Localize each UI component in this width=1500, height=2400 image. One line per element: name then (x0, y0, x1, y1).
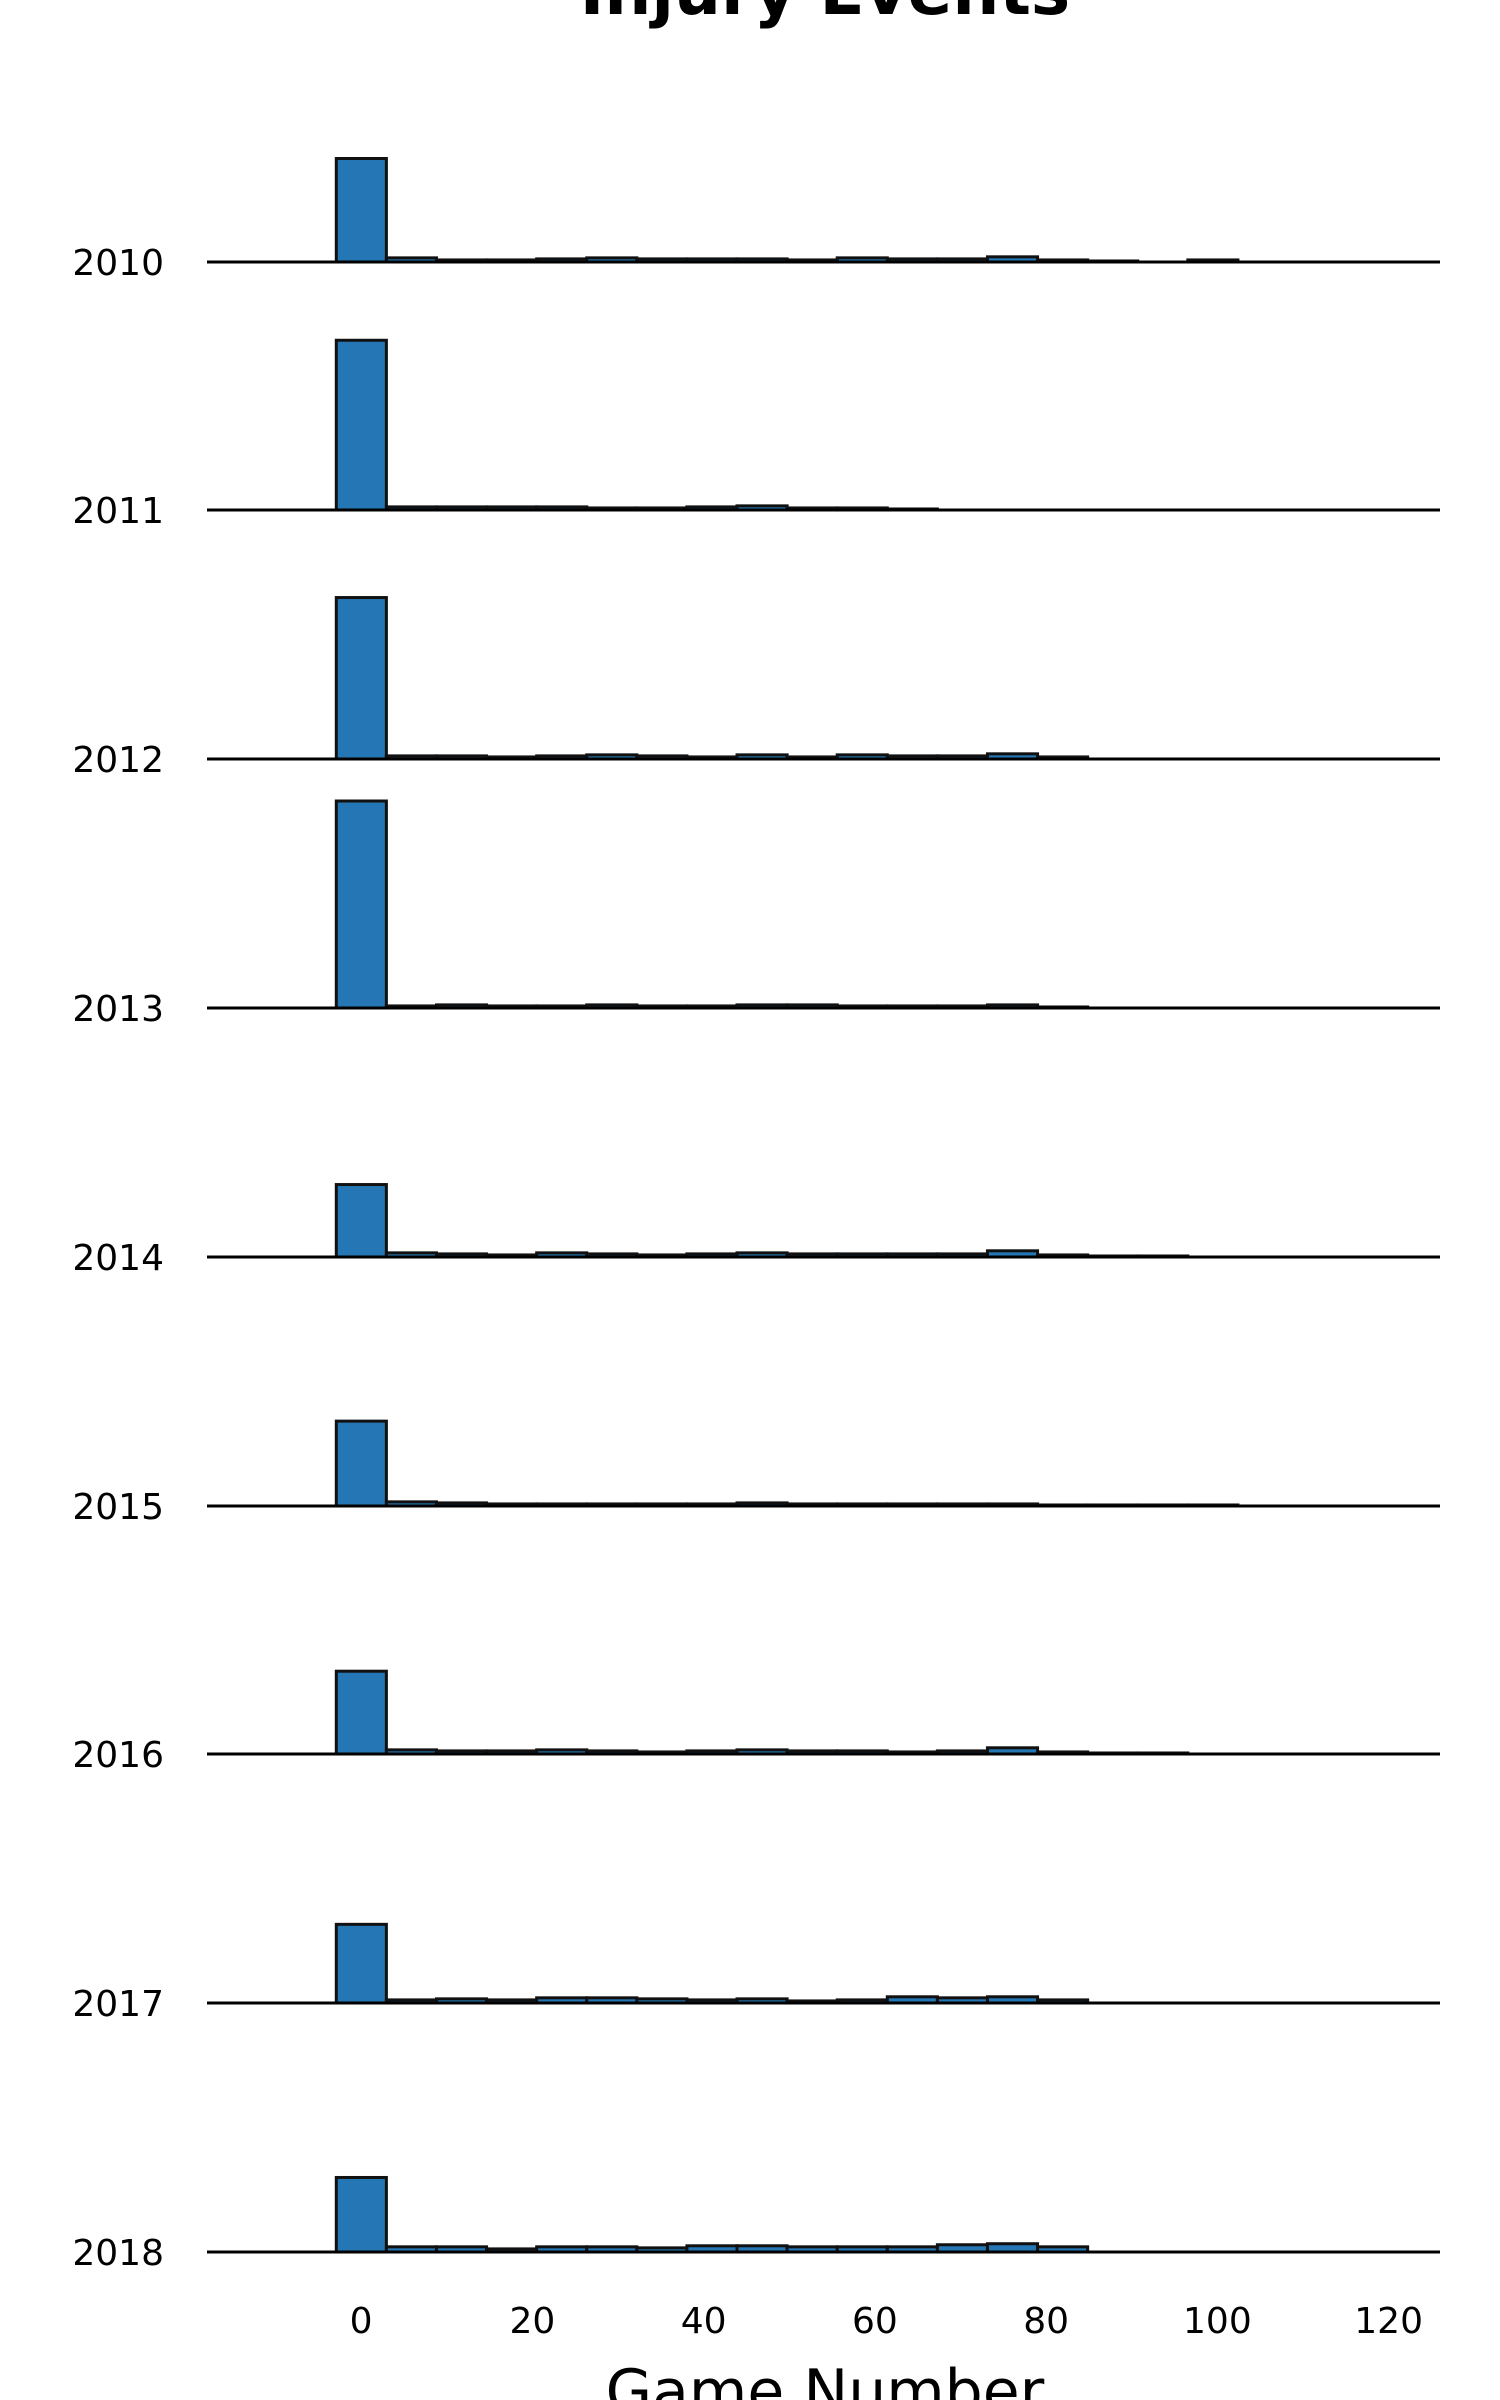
x-tick-label: 0 (350, 2301, 373, 2342)
chart-title: Injury Events (580, 0, 1070, 30)
bar (334, 1183, 388, 1259)
x-tick-label: 100 (1183, 2301, 1252, 2342)
x-tick-label: 120 (1354, 2301, 1423, 2342)
x-tick-label: 60 (852, 2301, 898, 2342)
bar (334, 799, 388, 1010)
histogram-row-2012: 2012 (72, 596, 1440, 781)
bar (334, 1419, 388, 1508)
histogram-rows: 2010 2011 2012 2013 2014 2015 2016 2017 2018 (72, 157, 1440, 2274)
bar (334, 157, 388, 264)
row-label: 2016 (72, 1735, 164, 1776)
row-label: 2012 (72, 740, 164, 781)
x-tick-label: 40 (681, 2301, 727, 2342)
bar (334, 1669, 388, 1756)
histogram-row-2013: 2013 (72, 799, 1440, 1030)
x-axis: 0 20 40 60 80 100 120 (350, 2301, 1423, 2342)
row-label: 2015 (72, 1487, 164, 1528)
row-label: 2018 (72, 2233, 164, 2274)
row-label: 2010 (72, 243, 164, 284)
histogram-row-2017: 2017 (72, 1922, 1440, 2025)
histogram-row-2016: 2016 (72, 1669, 1440, 1776)
bar (334, 596, 388, 761)
histogram-row-2011: 2011 (72, 338, 1440, 532)
x-tick-label: 20 (509, 2301, 555, 2342)
x-axis-label: Game Number (606, 2357, 1045, 2400)
row-label: 2014 (72, 1238, 164, 1279)
bar (334, 2175, 388, 2254)
row-label: 2017 (72, 1984, 164, 2025)
histogram-row-2014: 2014 (72, 1183, 1440, 1279)
histogram-row-2010: 2010 (72, 157, 1440, 284)
row-label: 2013 (72, 989, 164, 1030)
row-label: 2011 (72, 491, 164, 532)
bar (334, 1922, 388, 2005)
histogram-row-2015: 2015 (72, 1419, 1440, 1528)
histogram-row-2018: 2018 (72, 2175, 1440, 2274)
bar (334, 338, 388, 512)
x-tick-label: 80 (1023, 2301, 1069, 2342)
